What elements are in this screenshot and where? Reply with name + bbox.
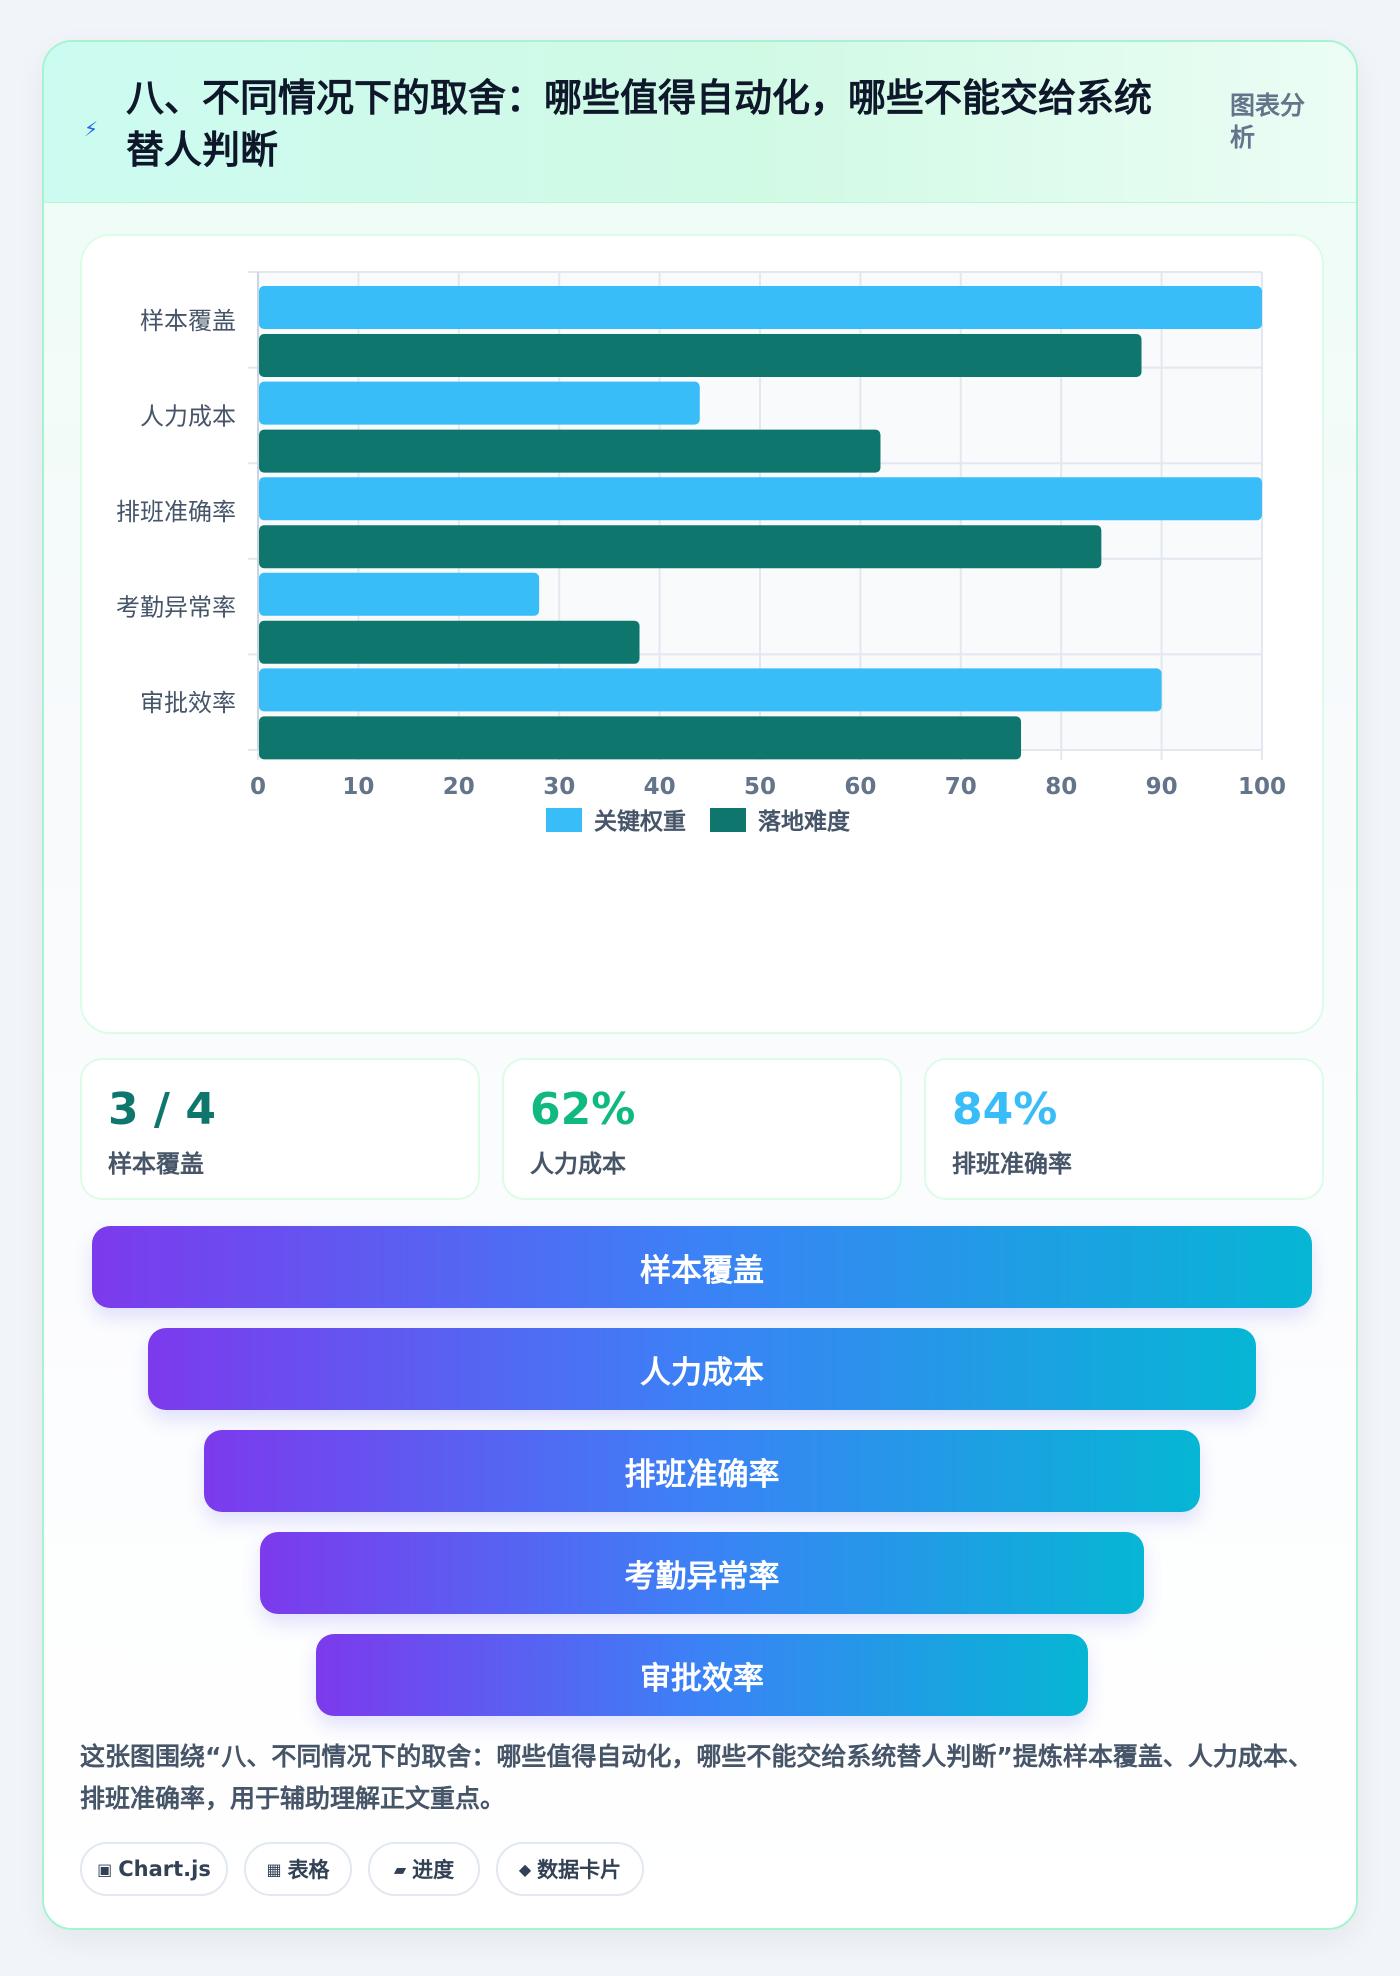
diamond-icon: ◆ — [518, 1859, 532, 1879]
x-tick-label: 10 — [342, 774, 374, 800]
bar-chart: 0 10 20 30 40 50 60 70 80 90 100 样本覆盖人力成本排班准确率考勤异常率… — [116, 271, 1286, 835]
chart-description: 这张图围绕“八、不同情况下的取舍：哪些值得自动化，哪些不能交给系统替人判断”提炼… — [80, 1742, 1313, 1813]
bar — [259, 286, 1262, 329]
funnel-step: 排班准确率 — [204, 1430, 1200, 1512]
chip-label: 数据卡片 — [537, 1858, 622, 1882]
chip-data-card[interactable]: ◆ 数据卡片 — [496, 1842, 644, 1896]
bar — [259, 668, 1162, 712]
funnel-step: 样本覆盖 — [92, 1226, 1312, 1308]
chip-label: 表格 — [287, 1858, 330, 1882]
chip-label: Chart.js — [118, 1857, 211, 1881]
stat-card-3: 84% 排班准确率 — [924, 1058, 1324, 1200]
lightning-icon: ⚡ — [84, 117, 99, 141]
bar — [259, 525, 1102, 569]
stat-label: 人力成本 — [530, 1150, 626, 1178]
x-tick-label: 70 — [945, 774, 977, 800]
x-tick-label: 50 — [744, 774, 776, 800]
stat-value: 3 / 4 — [108, 1084, 216, 1135]
y-tick-label: 人力成本 — [140, 402, 236, 430]
stat-card-1: 3 / 4 样本覆盖 — [80, 1058, 480, 1200]
page-title: 八、不同情况下的取舍：哪些值得自动化，哪些不能交给系统替人判断 — [126, 76, 1153, 172]
chart-analysis-tag: 图表分析 — [1230, 91, 1306, 152]
chart-icon: ▣ — [97, 1859, 113, 1879]
y-tick-label: 考勤异常率 — [116, 594, 236, 622]
legend-label: 落地难度 — [758, 808, 851, 835]
chip-progress[interactable]: ▰ 进度 — [368, 1842, 480, 1896]
legend-label: 关键权重 — [594, 808, 686, 835]
progress-icon: ▰ — [393, 1859, 407, 1879]
stat-card-2: 62% 人力成本 — [502, 1058, 902, 1200]
y-tick-label: 审批效率 — [140, 689, 236, 717]
chip-chartjs[interactable]: ▣ Chart.js — [80, 1842, 228, 1896]
y-tick-label: 样本覆盖 — [140, 307, 236, 335]
x-tick-label: 80 — [1045, 774, 1077, 800]
chip-label: 进度 — [412, 1858, 455, 1882]
table-icon: ▦ — [266, 1859, 282, 1879]
legend-swatch — [546, 808, 582, 832]
bar — [259, 572, 540, 616]
bar — [259, 620, 640, 664]
x-tick-label: 40 — [644, 774, 676, 800]
x-tick-label: 30 — [543, 774, 575, 800]
bar — [259, 334, 1142, 377]
legend-swatch — [710, 808, 746, 832]
bar — [259, 716, 1022, 760]
bar-chart-panel: 0 10 20 30 40 50 60 70 80 90 100 样本覆盖人力成本排班准确率考勤异常率… — [80, 234, 1324, 1034]
bar — [259, 429, 881, 473]
funnel-step: 审批效率 — [316, 1634, 1088, 1716]
funnel-step: 考勤异常率 — [260, 1532, 1144, 1614]
x-tick-label: 20 — [443, 774, 475, 800]
chip-table[interactable]: ▦ 表格 — [244, 1842, 352, 1896]
x-tick-label: 60 — [844, 774, 876, 800]
x-tick-label: 0 — [250, 774, 266, 800]
y-tick-label: 排班准确率 — [116, 498, 236, 526]
bar — [259, 381, 700, 425]
bar — [259, 477, 1262, 521]
stat-label: 样本覆盖 — [108, 1150, 204, 1178]
card-header: ⚡ 八、不同情况下的取舍：哪些值得自动化，哪些不能交给系统替人判断 图表分析 — [44, 42, 1356, 203]
chart-card: ⚡ 八、不同情况下的取舍：哪些值得自动化，哪些不能交给系统替人判断 图表分析 0… — [42, 40, 1358, 1930]
stat-value: 62% — [530, 1084, 636, 1135]
stat-value: 84% — [952, 1084, 1058, 1135]
x-tick-label: 100 — [1238, 774, 1286, 800]
funnel-step: 人力成本 — [148, 1328, 1256, 1410]
x-tick-label: 90 — [1146, 774, 1178, 800]
stat-label: 排班准确率 — [952, 1150, 1072, 1178]
